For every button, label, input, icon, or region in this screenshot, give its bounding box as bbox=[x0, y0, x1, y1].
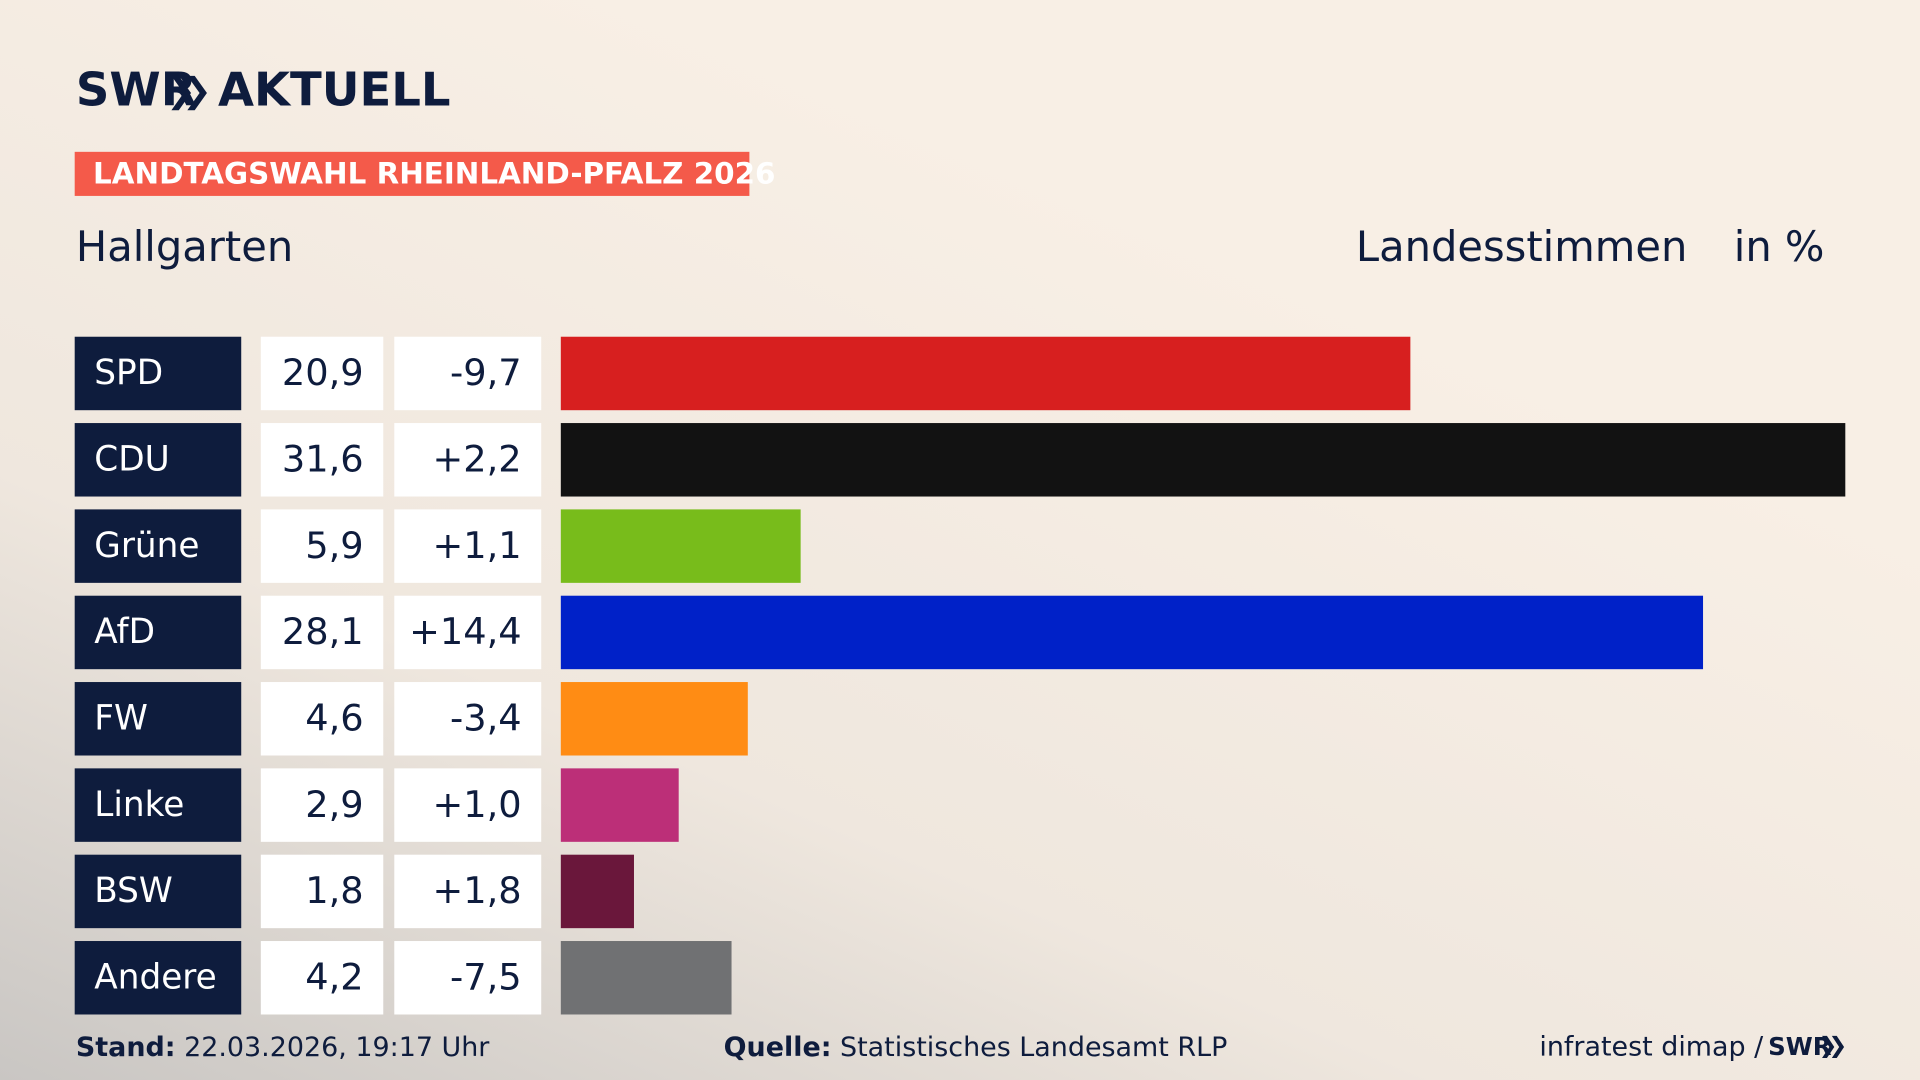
party-name: BSW bbox=[94, 871, 173, 911]
value-box bbox=[260, 423, 384, 497]
credit-brand: SWR bbox=[1768, 1032, 1832, 1061]
party-box bbox=[74, 854, 242, 929]
value-box bbox=[260, 768, 384, 842]
change-box bbox=[394, 682, 542, 756]
change-box bbox=[394, 423, 542, 497]
change-box bbox=[394, 336, 542, 411]
bar bbox=[560, 941, 732, 1015]
value-label: 28,1 bbox=[282, 610, 364, 653]
value-label: 1,8 bbox=[305, 869, 363, 912]
change-box bbox=[394, 941, 542, 1015]
change-label: +1,8 bbox=[432, 869, 521, 912]
stand-label: Stand: bbox=[76, 1032, 176, 1063]
value-box bbox=[260, 941, 384, 1015]
credit-chevrons bbox=[1822, 1035, 1845, 1058]
change-box bbox=[394, 595, 542, 670]
value-box bbox=[260, 336, 384, 411]
change-label: +14,4 bbox=[409, 610, 522, 653]
title-banner bbox=[74, 151, 750, 196]
change-label: -7,5 bbox=[450, 955, 522, 998]
party-name: FW bbox=[94, 699, 148, 739]
source-label: Quelle: bbox=[724, 1032, 832, 1063]
value-box bbox=[260, 854, 384, 929]
party-name: Andere bbox=[94, 957, 216, 997]
value-label: 4,6 bbox=[305, 697, 363, 740]
source: Statistisches Landesamt RLP bbox=[840, 1032, 1227, 1063]
change-box bbox=[394, 768, 542, 842]
party-name: CDU bbox=[94, 440, 169, 480]
party-name: Linke bbox=[94, 785, 184, 825]
brand-section: AKTUELL bbox=[218, 63, 451, 117]
party-box bbox=[74, 768, 242, 842]
value-box bbox=[260, 595, 384, 670]
value-box bbox=[260, 682, 384, 756]
subtitle: Hallgarten bbox=[76, 222, 293, 271]
brand-chevrons bbox=[171, 75, 207, 111]
value-label: 20,9 bbox=[282, 351, 364, 394]
change-label: +1,0 bbox=[432, 783, 521, 826]
value-label: 31,6 bbox=[282, 438, 364, 481]
change-label: +2,2 bbox=[432, 438, 521, 481]
party-box bbox=[74, 682, 242, 756]
change-label: -9,7 bbox=[450, 351, 522, 394]
bar bbox=[560, 423, 1846, 497]
value-label: 4,2 bbox=[305, 955, 363, 998]
chart-title: LANDTAGSWAHL RHEINLAND-PFALZ 2026 bbox=[93, 157, 775, 191]
party-box bbox=[74, 336, 242, 411]
stand: 22.03.2026, 19:17 Uhr bbox=[184, 1032, 490, 1063]
change-label: +1,1 bbox=[432, 524, 521, 567]
party-box bbox=[74, 423, 242, 497]
bar bbox=[560, 682, 748, 756]
value-box bbox=[260, 509, 384, 583]
value-label: 5,9 bbox=[305, 524, 363, 567]
change-box bbox=[394, 509, 542, 583]
bar bbox=[560, 595, 1704, 670]
footer-stand: Stand: 22.03.2026, 19:17 Uhr bbox=[76, 1032, 490, 1063]
rows: SPD 20,9 -9,7 CDU 31,6 +2,2 Grüne 5,9 +1,1 AfD 28,… bbox=[74, 336, 1846, 1015]
measure: Landesstimmen bbox=[1356, 222, 1687, 271]
change-label: -3,4 bbox=[450, 697, 522, 740]
party-name: Grüne bbox=[94, 526, 199, 566]
bar bbox=[560, 768, 679, 842]
footer-source: Quelle: Statistisches Landesamt RLP bbox=[724, 1032, 1228, 1063]
value-label: 2,9 bbox=[305, 783, 363, 826]
party-name: AfD bbox=[94, 612, 155, 652]
party-box bbox=[74, 941, 242, 1015]
party-box bbox=[74, 595, 242, 670]
change-box bbox=[394, 854, 542, 929]
bar bbox=[560, 336, 1411, 411]
party-box bbox=[74, 509, 242, 583]
unit: in % bbox=[1734, 222, 1825, 271]
party-name: SPD bbox=[94, 353, 163, 393]
bar bbox=[560, 854, 634, 929]
credit: infratest dimap / bbox=[1539, 1032, 1764, 1063]
bar bbox=[560, 509, 801, 583]
